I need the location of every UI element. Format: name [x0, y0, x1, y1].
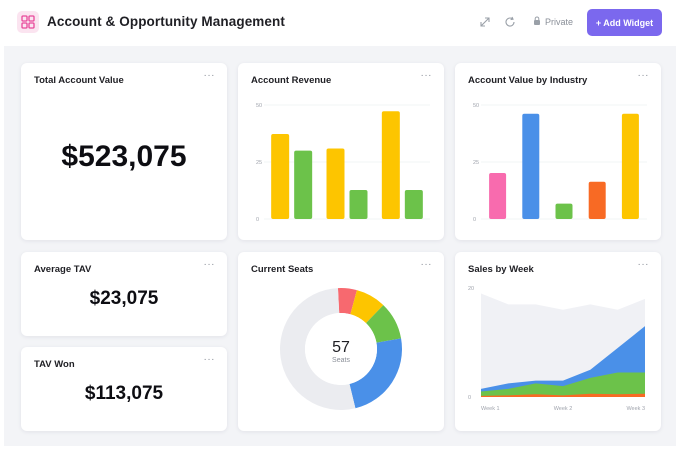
- y-tick-label: 0: [473, 217, 476, 223]
- current-seats-card: Current Seats ··· 57 Seats: [238, 252, 444, 431]
- dashboard-icon: [17, 11, 39, 33]
- private-label: Private: [545, 16, 574, 27]
- x-tick-label: Week 1: [481, 406, 500, 412]
- y-tick-label: 0: [256, 217, 259, 223]
- x-tick-label: Week 2: [554, 406, 573, 412]
- card-menu-button[interactable]: ···: [420, 259, 432, 270]
- card-menu-button[interactable]: ···: [420, 70, 432, 81]
- y-tick-label: 0: [468, 395, 471, 401]
- seats-label: Seats: [332, 357, 350, 364]
- donut-slice: [337, 288, 357, 315]
- page-title: Account & Opportunity Management: [47, 14, 285, 29]
- card-title: Current Seats: [251, 264, 314, 275]
- sales-by-week-chart: 0 20 Week 1 Week 2 Week 3: [468, 286, 645, 412]
- card-menu-button[interactable]: ···: [637, 70, 649, 81]
- card-menu-button[interactable]: ···: [203, 259, 215, 270]
- refresh-icon[interactable]: [503, 15, 517, 29]
- donut-slice: [365, 305, 402, 343]
- y-tick-label: 50: [473, 103, 479, 109]
- y-tick-label: 50: [256, 103, 262, 109]
- bar: [381, 111, 400, 219]
- account-value-by-industry-card: Account Value by Industry ··· 0 25 50: [455, 63, 661, 240]
- seats-count: 57: [332, 339, 350, 356]
- bar: [294, 150, 313, 219]
- current-seats-donut-chart: [279, 288, 402, 410]
- card-menu-button[interactable]: ···: [637, 259, 649, 270]
- bar: [326, 148, 345, 219]
- total-account-value-card: Total Account Value ··· $523,075: [21, 63, 227, 240]
- donut-slice: [349, 338, 402, 409]
- account-revenue-card: Account Revenue ··· 0 25 50: [238, 63, 444, 240]
- card-menu-button[interactable]: ···: [203, 70, 215, 81]
- tav-won-value: $113,075: [84, 383, 164, 404]
- card-title: TAV Won: [34, 359, 75, 370]
- tav-won-card: TAV Won ··· $113,075: [21, 347, 227, 431]
- donut-hole: [305, 313, 377, 385]
- donut-slice: [279, 288, 356, 410]
- total-account-value: $523,075: [61, 140, 187, 173]
- y-tick-label: 20: [468, 286, 474, 292]
- donut-slice: [350, 290, 384, 324]
- x-tick-label: Week 3: [626, 406, 645, 412]
- bar: [349, 189, 368, 219]
- card-menu-button[interactable]: ···: [203, 354, 215, 365]
- bar: [555, 203, 573, 219]
- bar: [271, 134, 290, 219]
- y-tick-label: 25: [256, 160, 262, 166]
- top-bar: Account & Opportunity Management Private…: [0, 0, 680, 46]
- bar: [404, 189, 423, 219]
- card-title: Account Revenue: [251, 75, 332, 86]
- card-title: Average TAV: [34, 264, 92, 275]
- account-value-by-industry-chart: 0 25 50: [473, 103, 647, 223]
- average-tav-value: $23,075: [89, 288, 159, 309]
- bar: [522, 113, 540, 219]
- bar: [489, 172, 507, 219]
- bar: [621, 113, 639, 219]
- account-revenue-chart: 0 25 50: [256, 103, 430, 223]
- expand-icon[interactable]: [478, 15, 492, 29]
- area-series: [481, 393, 645, 397]
- lock-icon: [533, 16, 541, 27]
- card-title: Account Value by Industry: [468, 75, 588, 86]
- y-tick-label: 25: [473, 160, 479, 166]
- card-title: Total Account Value: [34, 75, 124, 86]
- sales-by-week-card: Sales by Week ··· 0 20 Week 1 Week 2 Week 3: [455, 252, 661, 431]
- add-widget-button[interactable]: + Add Widget: [587, 9, 662, 36]
- average-tav-card: Average TAV ··· $23,075: [21, 252, 227, 336]
- privacy-toggle[interactable]: Private: [533, 16, 573, 27]
- area-series: [481, 372, 645, 397]
- card-title: Sales by Week: [468, 264, 534, 275]
- bar: [588, 181, 606, 219]
